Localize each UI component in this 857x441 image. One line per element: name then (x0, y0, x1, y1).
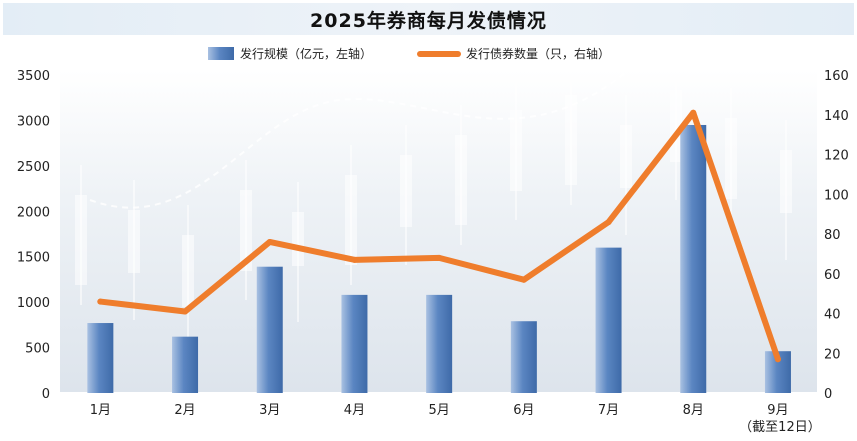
right-axis-tick-label: 80 (824, 228, 841, 243)
line-point-8 (690, 109, 697, 116)
right-axis-tick-label: 120 (824, 149, 849, 164)
left-axis-tick-label: 1000 (17, 296, 50, 311)
line-point-5 (436, 254, 443, 261)
bar-series (87, 124, 791, 393)
decor-candle (240, 190, 252, 271)
decor-candle (455, 135, 467, 225)
decor-candle (565, 95, 577, 185)
decor-candle (670, 90, 682, 162)
left-axis-tick-label: 1500 (17, 251, 50, 266)
decor-candle (400, 155, 412, 227)
bar-6 (510, 321, 537, 393)
chart-title: 2025年券商每月发债情况 (310, 9, 547, 32)
bar-3 (256, 266, 283, 393)
x-axis-tick-label: 4月 (344, 403, 365, 418)
left-axis-tick-label: 500 (25, 342, 50, 357)
decor-candle (345, 175, 357, 265)
line-point-1 (97, 298, 104, 305)
legend-line-label: 发行债券数量（只，右轴） (466, 46, 610, 61)
left-axis-tick-label: 0 (42, 387, 50, 402)
decor-candle (620, 125, 632, 188)
legend: 发行规模（亿元，左轴） 发行债券数量（只，右轴） (208, 46, 610, 61)
x-axis-tick-label: 9月 (767, 403, 788, 418)
x-axis-tick-label: 3月 (259, 403, 280, 418)
right-axis-tick-label: 40 (824, 308, 841, 323)
background-decoration (75, 59, 792, 345)
bar-5 (426, 294, 453, 393)
bar-2 (172, 336, 199, 393)
decor-candle (292, 212, 304, 266)
line-point-9 (774, 356, 781, 363)
decor-candle (510, 110, 522, 191)
left-axis-tick-label: 3000 (17, 114, 50, 129)
line-point-6 (520, 276, 527, 283)
axes: 0 500 1000 1500 2000 2500 3000 3500 0 20 40 60 80 100… (17, 69, 849, 435)
bar-1 (87, 323, 114, 393)
decor-candle (725, 118, 737, 199)
bar-7 (595, 247, 622, 393)
decor-candle (128, 210, 140, 273)
right-axis-tick-label: 60 (824, 268, 841, 283)
chart-title-bar: 2025年券商每月发债情况 (3, 3, 854, 35)
x-axis-tick-label: 1月 (90, 403, 111, 418)
left-axis-tick-label: 2000 (17, 205, 50, 220)
decor-candle (780, 150, 792, 213)
right-axis-tick-label: 0 (824, 387, 832, 402)
right-axis-tick-label: 140 (824, 109, 849, 124)
bar-4 (341, 294, 368, 393)
line-point-2 (182, 308, 189, 315)
decor-candle (182, 235, 194, 307)
legend-bar-label: 发行规模（亿元，左轴） (240, 46, 372, 61)
x-axis-tick-note: （截至12日） (739, 420, 821, 435)
line-series (97, 109, 781, 363)
decor-candle (75, 195, 87, 285)
line-point-7 (605, 219, 612, 226)
left-axis-tick-label: 3500 (17, 69, 50, 84)
bar-8 (680, 124, 707, 393)
right-axis-tick-label: 100 (824, 188, 849, 203)
line-point-4 (351, 256, 358, 263)
x-axis-tick-label: 5月 (429, 403, 450, 418)
x-axis-tick-label: 2月 (174, 403, 195, 418)
line-point-3 (266, 238, 273, 245)
x-axis-tick-label: 7月 (598, 403, 619, 418)
x-axis-tick-label: 6月 (513, 403, 534, 418)
right-axis-tick-label: 160 (824, 69, 849, 84)
legend-bar-swatch (208, 47, 234, 60)
right-axis-tick-label: 20 (824, 347, 841, 362)
left-axis-tick-label: 2500 (17, 160, 50, 175)
x-axis-tick-label: 8月 (683, 403, 704, 418)
